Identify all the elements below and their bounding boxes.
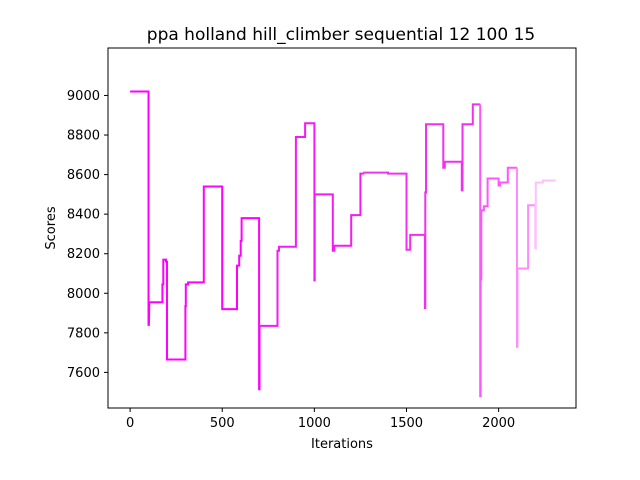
series-line-4	[479, 104, 517, 398]
series-line-2	[259, 122, 365, 327]
y-tick-label: 7800	[67, 326, 100, 341]
x-axis: 0 500 1000 1500 2000	[126, 408, 515, 431]
y-tick-label: 8000	[67, 287, 100, 302]
x-tick-label: 0	[126, 416, 134, 431]
x-axis-label: Iterations	[311, 437, 373, 452]
series-line-6	[534, 179, 556, 250]
y-tick-label: 7600	[67, 366, 100, 381]
y-tick-label: 8800	[67, 129, 100, 144]
x-tick-label: 2000	[482, 416, 515, 431]
x-tick-label: 1000	[298, 416, 331, 431]
chart-title: ppa holland hill_climber sequential 12 1…	[147, 25, 535, 45]
plot-frame	[107, 47, 577, 409]
series-line-5	[516, 167, 537, 348]
series-line-1	[130, 90, 261, 391]
x-tick-label: 500	[210, 416, 235, 431]
y-tick-label: 8200	[67, 247, 100, 262]
x-tick-label: 1500	[390, 416, 423, 431]
y-tick-label: 8400	[67, 208, 100, 223]
series-line-3	[363, 103, 481, 310]
y-axis: 7600 7800 8000 8200 8400 8600 8800 9000	[67, 89, 108, 381]
series-layer	[130, 90, 556, 398]
y-axis-label: Scores	[44, 206, 59, 249]
y-tick-label: 9000	[67, 89, 100, 104]
y-tick-label: 8600	[67, 168, 100, 183]
